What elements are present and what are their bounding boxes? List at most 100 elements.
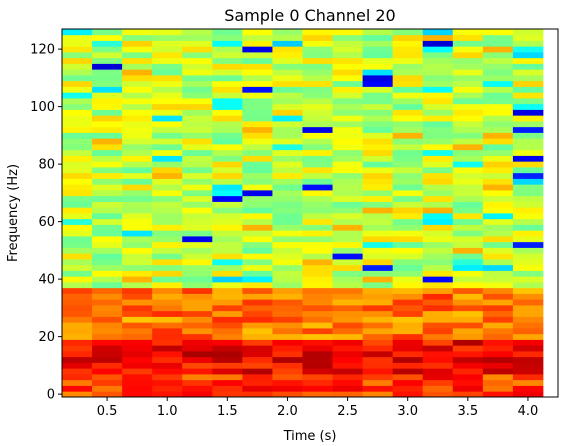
heatmap-cell: [212, 230, 243, 237]
heatmap-cell: [332, 218, 364, 225]
heatmap-cell: [212, 379, 243, 386]
heatmap-cell: [212, 190, 243, 197]
heatmap-cell: [512, 190, 544, 197]
heatmap-cell: [392, 368, 424, 375]
heatmap-cell: [92, 57, 123, 64]
heatmap-cell: [422, 132, 454, 139]
heatmap-cell: [152, 52, 183, 59]
heatmap-cell: [512, 316, 544, 323]
heatmap-cell: [362, 310, 394, 317]
x-tick-label: 3.0: [397, 404, 418, 419]
heatmap-cell: [182, 92, 213, 99]
heatmap-cell: [482, 368, 514, 375]
heatmap-cell: [302, 201, 333, 208]
heatmap-cell: [182, 98, 213, 105]
heatmap-cell: [332, 121, 364, 128]
heatmap-cell: [92, 247, 123, 254]
heatmap-cell: [422, 264, 454, 271]
heatmap-cell: [212, 333, 243, 340]
heatmap-cell: [272, 322, 303, 329]
heatmap-cell: [512, 80, 544, 87]
heatmap-cell: [362, 195, 394, 202]
heatmap-cell: [212, 132, 243, 139]
heatmap-cell: [302, 259, 333, 266]
heatmap-cell: [242, 144, 273, 151]
heatmap-cell: [452, 69, 484, 76]
heatmap-cell: [92, 391, 123, 398]
heatmap-cell: [422, 299, 454, 306]
heatmap-cell: [92, 172, 123, 179]
heatmap-cell: [422, 259, 454, 266]
heatmap-cell: [332, 391, 364, 398]
heatmap-cell: [212, 276, 243, 283]
heatmap-cell: [62, 34, 93, 41]
heatmap-cell: [332, 155, 364, 162]
heatmap-cell: [182, 184, 213, 191]
heatmap-cell: [122, 241, 153, 248]
heatmap-cell: [212, 356, 243, 363]
heatmap-cell: [92, 144, 123, 151]
heatmap-cell: [482, 29, 514, 36]
heatmap-cell: [422, 52, 454, 59]
heatmap-cell: [332, 247, 364, 254]
heatmap-cell: [272, 253, 303, 260]
heatmap-cell: [422, 328, 454, 335]
heatmap-cell: [122, 52, 153, 59]
heatmap-cell: [212, 52, 243, 59]
heatmap-cell: [242, 29, 273, 36]
heatmap-cell: [272, 368, 303, 375]
heatmap-cell: [332, 328, 364, 335]
heatmap-cell: [482, 155, 514, 162]
x-tick-label: 2.0: [277, 404, 298, 419]
heatmap-cell: [422, 345, 454, 352]
heatmap-cell: [332, 236, 364, 243]
heatmap-cell: [362, 253, 394, 260]
heatmap-cell: [182, 207, 213, 214]
heatmap-cell: [362, 345, 394, 352]
heatmap-cell: [272, 201, 303, 208]
heatmap-cell: [422, 247, 454, 254]
heatmap-cell: [152, 121, 183, 128]
heatmap-cell: [92, 132, 123, 139]
heatmap-cell: [122, 253, 153, 260]
heatmap-cell: [212, 316, 243, 323]
heatmap-cell: [122, 103, 153, 110]
heatmap-cell: [482, 287, 514, 294]
heatmap-cell: [422, 184, 454, 191]
heatmap-cell: [362, 132, 394, 139]
heatmap-cell: [92, 52, 123, 59]
heatmap-cell: [152, 253, 183, 260]
x-tick-label: 2.5: [337, 404, 358, 419]
heatmap-cell: [212, 253, 243, 260]
heatmap-cell: [452, 379, 484, 386]
heatmap-cell: [182, 356, 213, 363]
heatmap-cell: [392, 57, 424, 64]
heatmap-cell: [152, 155, 183, 162]
heatmap-cell: [332, 333, 364, 340]
heatmap-cell: [272, 138, 303, 145]
heatmap-cell: [452, 75, 484, 82]
heatmap-cell: [362, 270, 394, 277]
heatmap-cell: [92, 379, 123, 386]
heatmap-cell: [212, 167, 243, 174]
heatmap-cell: [482, 213, 514, 220]
heatmap-cell: [302, 69, 333, 76]
heatmap-cell: [452, 29, 484, 36]
heatmap-cell: [62, 75, 93, 82]
heatmap-cell: [302, 368, 333, 375]
heatmap-cell: [362, 98, 394, 105]
heatmap-cell: [122, 218, 153, 225]
heatmap-cell: [182, 293, 213, 300]
heatmap-cell: [92, 259, 123, 266]
heatmap-cell: [302, 270, 333, 277]
heatmap-cell: [272, 391, 303, 398]
heatmap-cell: [212, 201, 243, 208]
heatmap-cell: [242, 80, 273, 87]
heatmap-cell: [92, 86, 123, 93]
heatmap-cell: [92, 339, 123, 346]
heatmap-cell: [422, 293, 454, 300]
heatmap-cell: [242, 92, 273, 99]
heatmap-cell: [392, 190, 424, 197]
heatmap-cell: [242, 126, 273, 133]
heatmap-cell: [332, 195, 364, 202]
